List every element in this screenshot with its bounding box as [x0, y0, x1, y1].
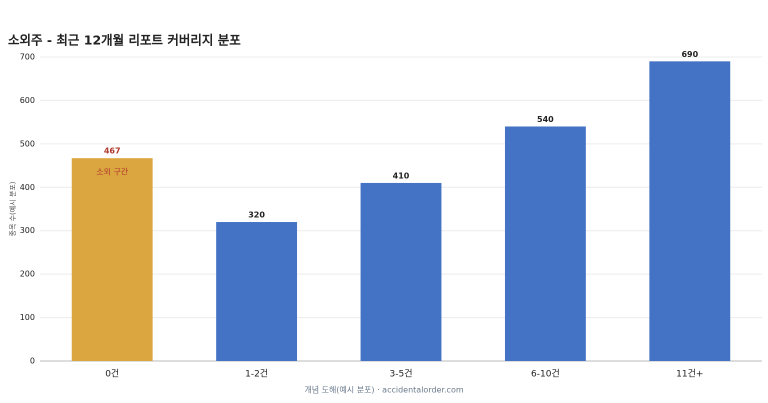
y-tick-label: 400 — [20, 183, 35, 192]
y-axis-label: 종목 수(예시 분포) — [8, 181, 17, 236]
value-label: 690 — [681, 50, 698, 59]
chart-title: 소외주 - 최근 12개월 리포트 커버리지 분포 — [8, 33, 241, 48]
bar — [360, 182, 442, 361]
x-tick-label: 11건+ — [676, 369, 703, 380]
value-label: 540 — [537, 115, 554, 124]
y-tick-label: 100 — [20, 313, 35, 322]
footer: 개념 도해(예시 분포) · accidentalorder.com — [304, 385, 464, 395]
y-tick-label: 300 — [20, 226, 35, 235]
x-tick-label: 6-10건 — [531, 369, 560, 380]
bar — [504, 126, 586, 361]
bar — [216, 222, 298, 361]
y-tick-label: 200 — [20, 270, 35, 279]
x-tick-label: 1-2건 — [245, 369, 268, 380]
x-tick-label: 0건 — [105, 369, 119, 380]
value-label: 410 — [393, 171, 410, 180]
y-tick-label: 600 — [20, 96, 35, 105]
y-tick-label: 0 — [30, 357, 35, 366]
value-label: 320 — [248, 211, 265, 220]
x-tick-label: 3-5건 — [390, 369, 413, 380]
bar — [71, 158, 153, 361]
annotation: 소외 구간 — [96, 167, 129, 177]
bar — [649, 61, 731, 361]
y-tick-label: 700 — [20, 53, 35, 62]
y-tick-label: 500 — [20, 139, 35, 148]
value-label: 467 — [104, 147, 121, 156]
